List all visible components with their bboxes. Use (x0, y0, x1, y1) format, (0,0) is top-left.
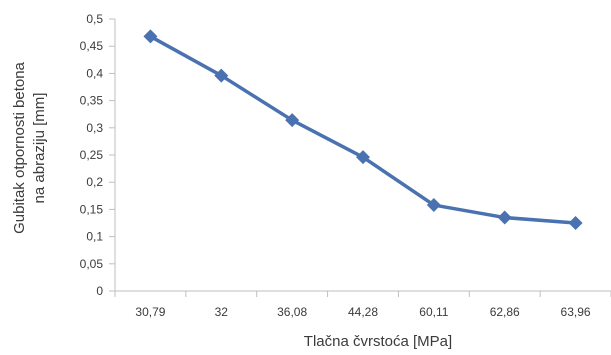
y-tick-label: 0 (96, 284, 103, 298)
x-axis-title: Tlačna čvrstoća [MPa] (304, 333, 452, 350)
y-tick-label: 0,05 (80, 257, 104, 271)
y-tick-label: 0,25 (80, 148, 104, 162)
y-axis-title-line2: na abraziju [mm] (31, 93, 48, 204)
x-tick-label: 60,11 (419, 305, 448, 319)
y-tick-label: 0,15 (80, 202, 104, 216)
y-tick-label: 0,3 (86, 121, 103, 135)
x-tick-label: 32 (215, 305, 229, 319)
data-point-marker (285, 113, 300, 128)
series-line (143, 29, 583, 230)
series-path (149, 34, 576, 225)
y-axis: 0 0,05 0,1 0,15 0,2 0,25 0,3 0,35 0,4 0,45 0,5 (80, 12, 116, 298)
data-point-marker (356, 150, 370, 165)
y-tick-label: 0,4 (86, 66, 103, 80)
y-tick-label: 0,35 (80, 94, 104, 108)
y-tick-label: 0,5 (86, 12, 103, 26)
data-point-marker (143, 29, 158, 44)
x-tick-label: 36,08 (277, 305, 307, 319)
x-tick-label: 62,86 (490, 305, 520, 319)
y-tick-label: 0,1 (86, 230, 103, 244)
x-axis: 30,79 32 36,08 44,28 60,11 62,86 63,96 (114, 290, 611, 319)
x-tick-label: 44,28 (348, 305, 378, 319)
data-point-marker (568, 216, 583, 230)
x-tick-label: 63,96 (561, 305, 591, 319)
data-point-marker (497, 210, 512, 225)
data-point-marker (214, 68, 229, 83)
y-axis-title: Gubitak otpornosti betona na abraziju [m… (11, 61, 48, 233)
y-axis-title-line1: Gubitak otpornosti betona (11, 61, 28, 233)
y-tick-label: 0,2 (86, 175, 103, 189)
x-tick-label: 30,79 (135, 305, 165, 319)
data-point-marker (426, 198, 441, 213)
y-tick-label: 0,45 (80, 39, 104, 53)
